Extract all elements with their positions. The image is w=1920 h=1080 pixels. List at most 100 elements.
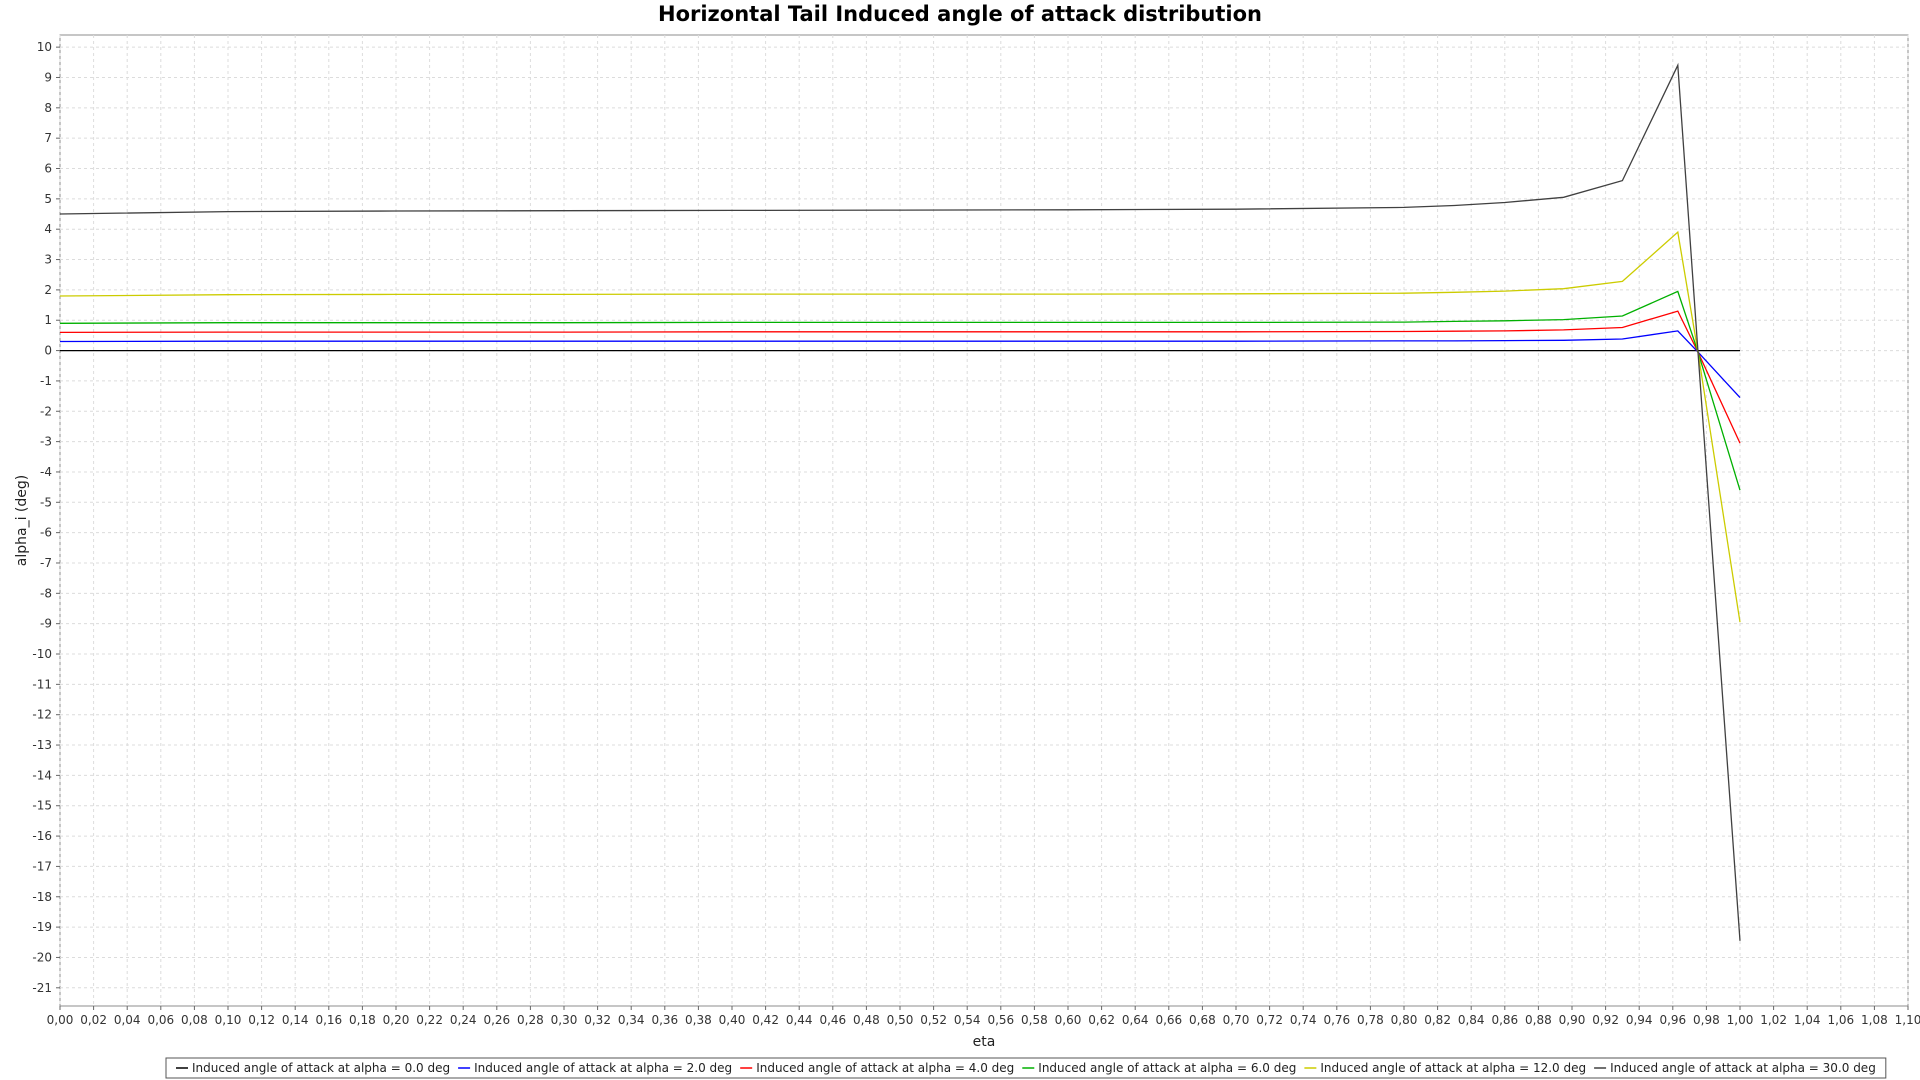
legend-item-3: Induced angle of attack at alpha = 6.0 d…	[1038, 1061, 1296, 1075]
x-tick-label: 0,76	[1323, 1013, 1350, 1027]
x-tick-label: 0,12	[248, 1013, 275, 1027]
x-tick-label: 0,46	[819, 1013, 846, 1027]
x-tick-label: 0,34	[618, 1013, 645, 1027]
legend-item-4: Induced angle of attack at alpha = 12.0 …	[1320, 1061, 1586, 1075]
y-tick-label: -10	[32, 647, 52, 661]
x-tick-label: 0,88	[1525, 1013, 1552, 1027]
grid	[59, 35, 1909, 1006]
x-tick-label: 0,80	[1391, 1013, 1418, 1027]
x-tick-label: 0,08	[181, 1013, 208, 1027]
x-tick-label: 0,60	[1055, 1013, 1082, 1027]
x-tick-label: 0,52	[920, 1013, 947, 1027]
y-tick-label: 3	[44, 253, 52, 267]
legend-item-0: Induced angle of attack at alpha = 0.0 d…	[192, 1061, 450, 1075]
y-tick-label: -1	[40, 374, 52, 388]
x-tick-label: 0,26	[483, 1013, 510, 1027]
series-line-2	[59, 310, 1741, 444]
x-tick-label: 0,96	[1659, 1013, 1686, 1027]
x-tick-label: 0,64	[1122, 1013, 1149, 1027]
y-tick-label: -20	[32, 950, 52, 964]
y-tick-label: -3	[40, 435, 52, 449]
x-tick-label: 0,48	[853, 1013, 880, 1027]
y-tick-label: -21	[32, 981, 52, 995]
y-tick-label: -14	[32, 768, 52, 782]
x-tick-label: 0,36	[651, 1013, 678, 1027]
legend-item-1: Induced angle of attack at alpha = 2.0 d…	[474, 1061, 732, 1075]
x-tick-label: 1,06	[1827, 1013, 1854, 1027]
y-tick-label: 1	[44, 313, 52, 327]
x-tick-label: 0,02	[80, 1013, 107, 1027]
x-tick-label: 0,10	[215, 1013, 242, 1027]
x-tick-label: 0,14	[282, 1013, 309, 1027]
y-tick-label: -17	[32, 859, 52, 873]
chart-title: Horizontal Tail Induced angle of attack …	[658, 2, 1262, 26]
x-tick-label: 1,08	[1861, 1013, 1888, 1027]
legend-item-5: Induced angle of attack at alpha = 30.0 …	[1610, 1061, 1876, 1075]
y-tick-label: -12	[32, 708, 52, 722]
y-tick-label: -4	[40, 465, 52, 479]
plot-area	[59, 34, 1909, 1007]
x-tick-label: 0,68	[1189, 1013, 1216, 1027]
x-tick-label: 0,58	[1021, 1013, 1048, 1027]
y-tick-label: -19	[32, 920, 52, 934]
x-tick-label: 0,44	[786, 1013, 813, 1027]
y-tick-label: -16	[32, 829, 52, 843]
series-line-3	[59, 290, 1741, 491]
y-tick-label: -9	[40, 617, 52, 631]
x-tick-label: 1,10	[1895, 1013, 1920, 1027]
x-tick-label: 0,94	[1626, 1013, 1653, 1027]
x-tick-label: 1,02	[1760, 1013, 1787, 1027]
x-tick-label: 0,00	[47, 1013, 74, 1027]
y-tick-label: -5	[40, 495, 52, 509]
x-tick-label: 0,70	[1223, 1013, 1250, 1027]
x-tick-label: 0,82	[1424, 1013, 1451, 1027]
x-tick-label: 0,06	[147, 1013, 174, 1027]
x-tick-label: 1,04	[1794, 1013, 1821, 1027]
x-tick-label: 0,18	[349, 1013, 376, 1027]
x-tick-label: 0,62	[1088, 1013, 1115, 1027]
x-tick-label: 0,72	[1256, 1013, 1283, 1027]
y-tick-label: 10	[37, 40, 52, 54]
x-tick-label: 0,16	[315, 1013, 342, 1027]
y-tick-label: -11	[32, 677, 52, 691]
x-tick-label: 0,86	[1491, 1013, 1518, 1027]
y-tick-label: 5	[44, 192, 52, 206]
y-tick-label: -8	[40, 586, 52, 600]
x-tick-label: 0,92	[1592, 1013, 1619, 1027]
series-line-4	[59, 230, 1741, 623]
y-tick-label: -7	[40, 556, 52, 570]
x-tick-label: 0,90	[1559, 1013, 1586, 1027]
series-line-5	[59, 62, 1741, 941]
x-tick-label: 0,42	[752, 1013, 779, 1027]
y-tick-label: -18	[32, 890, 52, 904]
x-tick-label: 0,54	[954, 1013, 981, 1027]
y-tick-label: 7	[44, 131, 52, 145]
y-tick-label: -6	[40, 526, 52, 540]
x-tick-label: 0,38	[685, 1013, 712, 1027]
y-tick-label: 0	[44, 344, 52, 358]
y-tick-label: -13	[32, 738, 52, 752]
y-tick-label: -15	[32, 799, 52, 813]
x-tick-label: 0,28	[517, 1013, 544, 1027]
x-tick-label: 0,20	[383, 1013, 410, 1027]
y-tick-label: 8	[44, 101, 52, 115]
x-tick-label: 0,74	[1290, 1013, 1317, 1027]
x-tick-label: 0,50	[887, 1013, 914, 1027]
y-tick-label: 9	[44, 70, 52, 84]
series-lines	[59, 62, 1741, 941]
x-tick-label: 0,32	[584, 1013, 611, 1027]
x-axis-label: eta	[973, 1034, 996, 1050]
x-tick-label: 0,66	[1155, 1013, 1182, 1027]
x-tick-label: 0,98	[1693, 1013, 1720, 1027]
x-tick-label: 0,40	[719, 1013, 746, 1027]
y-axis-label: alpha_i (deg)	[14, 475, 30, 566]
x-tick-label: 1,00	[1727, 1013, 1754, 1027]
x-tick-label: 0,24	[450, 1013, 477, 1027]
legend-item-2: Induced angle of attack at alpha = 4.0 d…	[756, 1061, 1014, 1075]
x-tick-label: 0,78	[1357, 1013, 1384, 1027]
y-tick-label: -2	[40, 404, 52, 418]
y-tick-label: 6	[44, 162, 52, 176]
x-tick-label: 0,30	[551, 1013, 578, 1027]
series-line-1	[59, 330, 1741, 399]
